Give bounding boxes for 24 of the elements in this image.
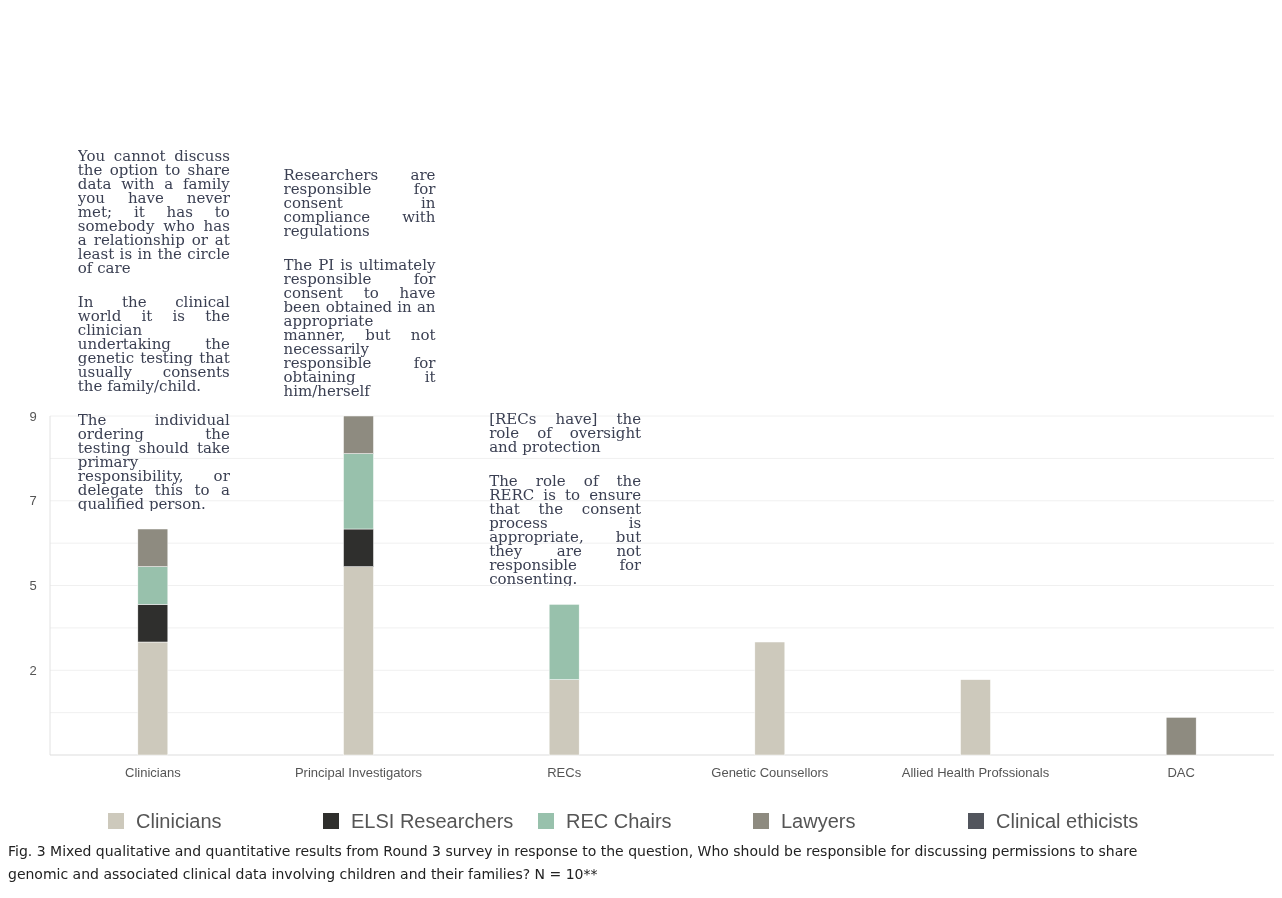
text: Researchers are responsible for consent in compliance with regulations: [283, 166, 436, 240]
bar: [1165, 717, 1197, 756]
legend-label: Lawyers: [781, 810, 856, 832]
y-tick-label: 9: [29, 408, 37, 424]
text: You cannot discuss the option to share data with a family you have never met; it has to somebody who has a relationship or at least is in the circle of care: [77, 147, 230, 277]
text: In the clinical world it is the clinician undertaking the genetic testing that usually consents the family/child.: [77, 293, 230, 395]
caption: Fig. 3 Mixed qualitative and quantitative results from Round 3 survey in response to the question, Who should be responsible for discussing permissions to share genomic and associated clinical data involving children and their families? N = 10**: [8, 842, 1139, 884]
x-tick-label: Genetic Counsellors: [711, 765, 829, 780]
x-tick-label: RECs: [547, 765, 582, 780]
annotation: [RECs have] the role of oversight and protection: [489, 410, 642, 457]
x-tick-label: DAC: [1167, 765, 1195, 780]
bar: [754, 641, 786, 756]
y-tick-label: 2: [29, 662, 37, 678]
legend-label: Clinicians: [136, 810, 222, 832]
text: The PI is ultimately responsible for consent to have been obtained in an appropriate manner, but not necessarily responsible for obtaining it him/herself: [283, 256, 436, 400]
y-tick-label: 7: [29, 493, 37, 509]
legend-label: ELSI Researchers: [351, 810, 514, 832]
bar: [960, 679, 991, 756]
y-tick-label: 5: [29, 578, 37, 594]
legend-label: REC Chairs: [566, 810, 672, 832]
legend-label: Clinical ethicists: [996, 810, 1139, 832]
x-tick-label: Clinicians: [125, 765, 182, 780]
x-tick-label: Principal Investigators: [294, 765, 423, 780]
x-tick-label: Allied Health Profssionals: [901, 765, 1050, 780]
